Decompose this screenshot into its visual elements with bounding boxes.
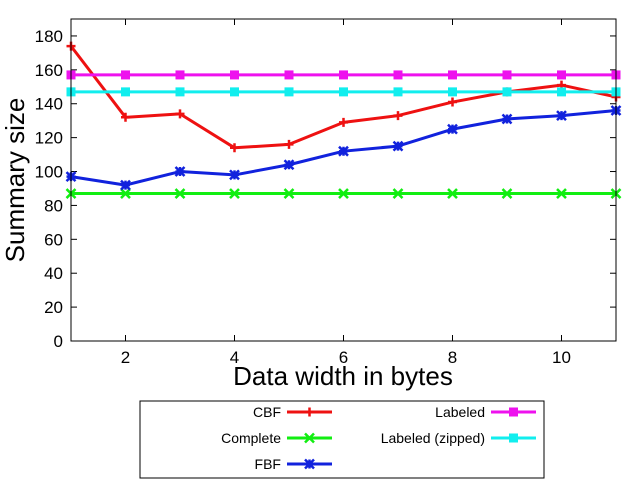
legend-label: Labeled (zipped) [381, 430, 485, 446]
data-point-labeled [284, 70, 294, 80]
legend-entry-labeled-zipped: Labeled (zipped) [381, 430, 536, 446]
legend-entry-fbf: FBF [255, 456, 332, 472]
data-point-fbf [447, 123, 458, 135]
legend-box [139, 400, 545, 479]
data-point-fbf [174, 166, 186, 177]
data-point-labeled [557, 70, 566, 80]
data-point-labeled-zipped [284, 87, 294, 97]
axis-ticks: 0 20 40 60 80 100 120 140 160 180 2 4 6 8 10 [35, 19, 616, 367]
legend-swatch-marker [509, 433, 518, 443]
legend-swatch-marker [304, 458, 315, 470]
y-axis-label: Summary size [0, 98, 30, 263]
data-point-labeled [175, 70, 185, 80]
legend-swatch-marker [304, 432, 315, 444]
y-tick-label: 60 [44, 230, 63, 249]
data-point-labeled [448, 70, 457, 80]
data-point-fbf [392, 140, 404, 152]
legend-entry-labeled: Labeled [435, 404, 536, 420]
series-line-cbf [69, 45, 617, 150]
y-tick-label: 40 [44, 264, 63, 283]
series-complete [65, 188, 622, 199]
legend-label: Labeled [435, 404, 485, 420]
series-labeled [66, 70, 621, 80]
data-point-labeled-zipped [502, 87, 512, 97]
series-cbf [66, 41, 621, 153]
legend: CBF Complete FBF Labeled Labeled (zipped) [139, 400, 545, 479]
data-point-labeled-zipped [448, 87, 457, 97]
y-tick-label: 80 [44, 196, 63, 215]
data-point-labeled-zipped [393, 87, 403, 97]
data-point-labeled-zipped [175, 87, 185, 97]
y-tick-label: 0 [54, 332, 63, 351]
data-point-complete [229, 188, 240, 199]
data-point-fbf [501, 113, 513, 125]
data-point-complete [283, 188, 295, 199]
data-point-cbf [393, 111, 403, 121]
data-point-labeled [230, 70, 239, 80]
x-tick-label: 4 [230, 348, 239, 367]
data-point-complete [556, 188, 567, 199]
legend-swatch-marker [509, 407, 518, 417]
data-point-fbf [229, 169, 240, 181]
data-point-labeled [121, 70, 130, 80]
data-point-complete [174, 188, 186, 199]
x-tick-label: 10 [552, 348, 571, 367]
data-point-fbf [338, 145, 349, 157]
legend-label: Complete [221, 430, 281, 446]
data-point-labeled-zipped [557, 87, 566, 97]
y-tick-label: 180 [35, 27, 63, 46]
data-point-cbf [448, 97, 457, 107]
data-point-labeled [339, 70, 348, 80]
data-point-complete [501, 188, 513, 199]
x-axis-label: Data width in bytes [233, 361, 453, 391]
data-point-complete [392, 188, 404, 199]
data-point-labeled-zipped [121, 87, 130, 97]
data-point-cbf [230, 143, 239, 153]
data-point-cbf [284, 139, 294, 149]
y-tick-label: 160 [35, 61, 63, 80]
data-point-fbf [556, 110, 567, 121]
y-tick-label: 100 [35, 163, 63, 182]
legend-label: CBF [253, 404, 281, 420]
data-point-complete [338, 188, 349, 199]
legend-label: FBF [255, 456, 281, 472]
plot-frame [70, 18, 617, 342]
data-point-fbf [283, 159, 295, 171]
data-point-labeled [502, 70, 512, 80]
y-tick-label: 120 [35, 129, 63, 148]
legend-entry-cbf: CBF [253, 404, 332, 420]
y-tick-label: 20 [44, 298, 63, 317]
data-point-cbf [121, 112, 130, 122]
data-point-complete [120, 188, 131, 199]
data-point-labeled-zipped [339, 87, 348, 97]
x-tick-label: 2 [121, 348, 130, 367]
data-point-cbf [175, 109, 185, 119]
data-point-labeled [393, 70, 403, 80]
y-tick-label: 140 [35, 95, 63, 114]
data-point-labeled-zipped [230, 87, 239, 97]
data-point-complete [447, 188, 458, 199]
legend-entry-complete: Complete [221, 430, 332, 446]
x-tick-label: 8 [448, 348, 457, 367]
legend-swatch-marker [305, 407, 314, 417]
x-tick-label: 6 [339, 348, 348, 367]
data-point-fbf [120, 179, 131, 191]
series-layer [65, 41, 622, 199]
data-point-cbf [339, 117, 348, 127]
